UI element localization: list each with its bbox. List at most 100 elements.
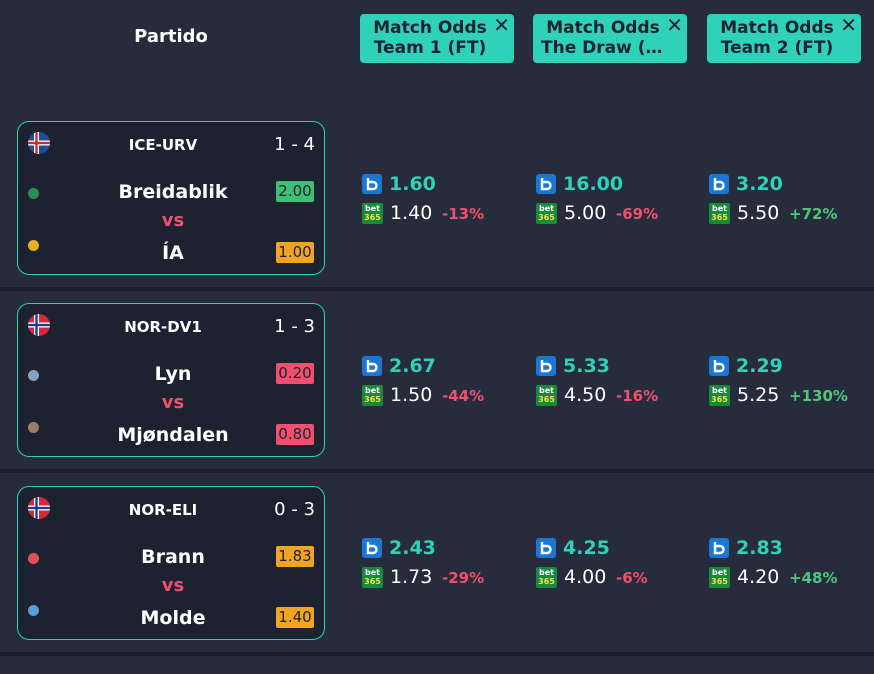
partido-header: Partido bbox=[134, 26, 208, 47]
close-icon[interactable]: ✕ bbox=[666, 13, 683, 37]
odds-cell[interactable]: 16.00 bet 365 5.00 -69% bbox=[536, 173, 696, 234]
bet365-icon: bet 365 bbox=[536, 567, 557, 588]
bet365-icon: bet 365 bbox=[362, 567, 383, 588]
best-odd: 3.20 bbox=[736, 173, 783, 195]
bet365-icon: bet 365 bbox=[362, 385, 383, 406]
home-value-badge: 1.83 bbox=[276, 546, 314, 567]
bet365-bottom: 365 bbox=[538, 395, 555, 404]
bookmaker-b-icon bbox=[709, 538, 729, 558]
column-tag-draw[interactable]: Match Odds The Draw (F… ✕ bbox=[533, 14, 687, 63]
bet365-icon: bet 365 bbox=[536, 203, 557, 224]
bet365-top: bet bbox=[365, 386, 380, 395]
match-card[interactable]: ICE-URV 1 - 4 Breidablik 2.00 vs ÍA 1.00 bbox=[17, 121, 325, 275]
bet365-odd: 5.25 bbox=[737, 384, 780, 406]
bookmaker-b-icon bbox=[536, 538, 556, 558]
bet365-odd: 5.00 bbox=[564, 202, 607, 224]
home-value-badge: 0.20 bbox=[276, 363, 314, 384]
bet365-icon: bet 365 bbox=[362, 203, 383, 224]
iceland-flag-icon bbox=[28, 132, 50, 154]
match-score: 1 - 3 bbox=[274, 316, 315, 337]
bet365-top: bet bbox=[539, 386, 554, 395]
odds-cell[interactable]: 1.60 bet 365 1.40 -13% bbox=[362, 173, 522, 234]
odds-cell[interactable]: 4.25 bet 365 4.00 -6% bbox=[536, 537, 696, 598]
away-team: ÍA bbox=[162, 242, 184, 264]
best-odd: 5.33 bbox=[563, 355, 610, 377]
away-crest-icon bbox=[28, 605, 39, 616]
close-icon[interactable]: ✕ bbox=[840, 13, 857, 37]
bet365-bottom: 365 bbox=[711, 577, 728, 586]
best-odd: 1.60 bbox=[389, 173, 436, 195]
bet365-top: bet bbox=[539, 568, 554, 577]
league-code: NOR-DV1 bbox=[124, 318, 202, 336]
bet365-odd: 5.50 bbox=[737, 202, 780, 224]
home-crest-icon bbox=[28, 370, 39, 381]
vs-label: vs bbox=[161, 392, 185, 413]
row-divider bbox=[0, 469, 874, 473]
match-score: 0 - 3 bbox=[274, 499, 315, 520]
bet365-bottom: 365 bbox=[711, 213, 728, 222]
odd-difference: -16% bbox=[616, 387, 659, 405]
best-odd: 2.67 bbox=[389, 355, 436, 377]
close-icon[interactable]: ✕ bbox=[493, 13, 510, 37]
best-odd: 16.00 bbox=[563, 173, 624, 195]
away-crest-icon bbox=[28, 422, 39, 433]
home-crest-icon bbox=[28, 188, 39, 199]
bet365-bottom: 365 bbox=[364, 577, 381, 586]
bet365-top: bet bbox=[712, 386, 727, 395]
odd-difference: -29% bbox=[442, 569, 485, 587]
league-code: NOR-ELI bbox=[128, 501, 198, 519]
match-card[interactable]: NOR-DV1 1 - 3 Lyn 0.20 vs Mjøndalen 0.80 bbox=[17, 303, 325, 457]
bet365-odd: 1.50 bbox=[390, 384, 433, 406]
best-odd: 2.83 bbox=[736, 537, 783, 559]
bookmaker-b-icon bbox=[709, 356, 729, 376]
bet365-top: bet bbox=[539, 204, 554, 213]
bet365-bottom: 365 bbox=[711, 395, 728, 404]
bet365-icon: bet 365 bbox=[709, 385, 730, 406]
bet365-bottom: 365 bbox=[538, 213, 555, 222]
bet365-top: bet bbox=[365, 568, 380, 577]
odd-difference: +48% bbox=[789, 569, 838, 587]
away-value-badge: 0.80 bbox=[276, 424, 314, 445]
odds-cell[interactable]: 2.29 bet 365 5.25 +130% bbox=[709, 355, 869, 416]
odd-difference: +72% bbox=[789, 205, 838, 223]
home-value-badge: 2.00 bbox=[276, 181, 314, 202]
best-odd: 2.43 bbox=[389, 537, 436, 559]
norway-flag-icon bbox=[28, 314, 50, 336]
bet365-top: bet bbox=[712, 204, 727, 213]
match-score: 1 - 4 bbox=[274, 134, 315, 155]
home-team: Brann bbox=[141, 546, 205, 568]
home-team: Breidablik bbox=[118, 181, 228, 203]
odds-cell[interactable]: 2.83 bet 365 4.20 +48% bbox=[709, 537, 869, 598]
odds-cell[interactable]: 2.67 bet 365 1.50 -44% bbox=[362, 355, 522, 416]
column-tag-line1: Match Odds bbox=[373, 18, 487, 38]
bet365-top: bet bbox=[365, 204, 380, 213]
row-divider bbox=[0, 652, 874, 656]
bet365-bottom: 365 bbox=[364, 395, 381, 404]
column-tag-team2[interactable]: Match Odds Team 2 (FT) ✕ bbox=[707, 14, 861, 63]
bet365-bottom: 365 bbox=[538, 577, 555, 586]
away-team: Mjøndalen bbox=[117, 424, 229, 446]
bookmaker-b-icon bbox=[362, 356, 382, 376]
odd-difference: -13% bbox=[442, 205, 485, 223]
norway-flag-icon bbox=[28, 497, 50, 519]
bet365-odd: 4.20 bbox=[737, 566, 780, 588]
odd-difference: +130% bbox=[789, 387, 848, 405]
column-tag-team1[interactable]: Match Odds Team 1 (FT) ✕ bbox=[360, 14, 514, 63]
bet365-odd: 1.73 bbox=[390, 566, 433, 588]
odds-cell[interactable]: 2.43 bet 365 1.73 -29% bbox=[362, 537, 522, 598]
bet365-icon: bet 365 bbox=[536, 385, 557, 406]
column-tag-line2: Team 2 (FT) bbox=[720, 38, 834, 58]
bet365-icon: bet 365 bbox=[709, 567, 730, 588]
bookmaker-b-icon bbox=[362, 174, 382, 194]
away-value-badge: 1.40 bbox=[276, 607, 314, 628]
bet365-odd: 4.50 bbox=[564, 384, 607, 406]
vs-label: vs bbox=[161, 575, 185, 596]
odds-cell[interactable]: 5.33 bet 365 4.50 -16% bbox=[536, 355, 696, 416]
match-card[interactable]: NOR-ELI 0 - 3 Brann 1.83 vs Molde 1.40 bbox=[17, 486, 325, 640]
bookmaker-b-icon bbox=[536, 356, 556, 376]
bet365-icon: bet 365 bbox=[709, 203, 730, 224]
bookmaker-b-icon bbox=[709, 174, 729, 194]
odd-difference: -69% bbox=[616, 205, 659, 223]
odds-cell[interactable]: 3.20 bet 365 5.50 +72% bbox=[709, 173, 869, 234]
league-code: ICE-URV bbox=[128, 136, 198, 154]
